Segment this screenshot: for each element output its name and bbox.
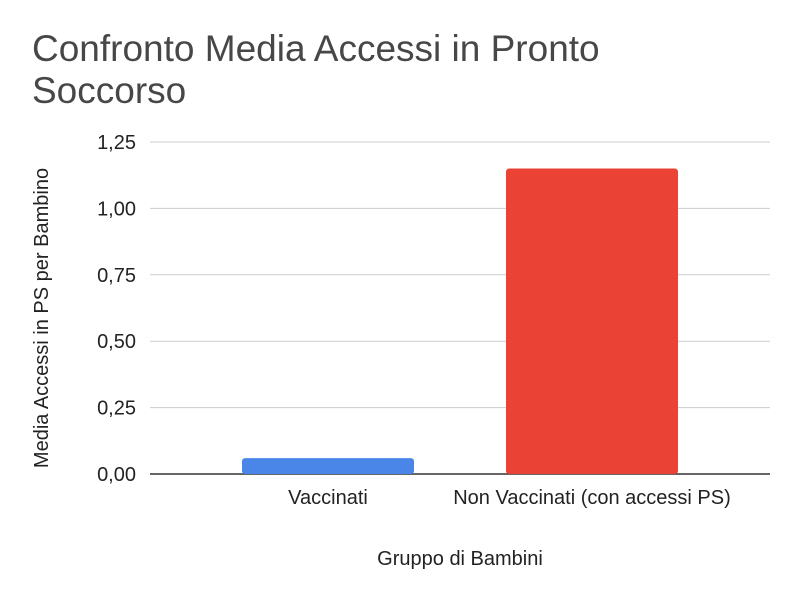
bar [242,458,414,474]
bars [242,168,678,474]
y-tick-label: 0,00 [97,464,136,486]
y-tick-labels: 0,00 0,25 0,50 0,75 1,00 1,25 [97,132,136,486]
x-axis-title: Gruppo di Bambini [377,548,543,570]
x-tick-label: Vaccinati [288,487,368,509]
x-tick-label: Non Vaccinati (con accessi PS) [453,487,731,509]
y-tick-label: 0,25 [97,398,136,420]
chart-title: Confronto Media Accessi in Pronto Soccor… [32,28,600,111]
y-tick-label: 0,75 [97,265,136,287]
bar [506,168,678,474]
y-tick-label: 0,50 [97,331,136,353]
x-tick-labels: Vaccinati Non Vaccinati (con accessi PS) [288,487,731,509]
y-tick-label: 1,00 [97,198,136,220]
y-tick-label: 1,25 [97,132,136,154]
y-axis-title: Media Accessi in PS per Bambino [31,168,53,468]
